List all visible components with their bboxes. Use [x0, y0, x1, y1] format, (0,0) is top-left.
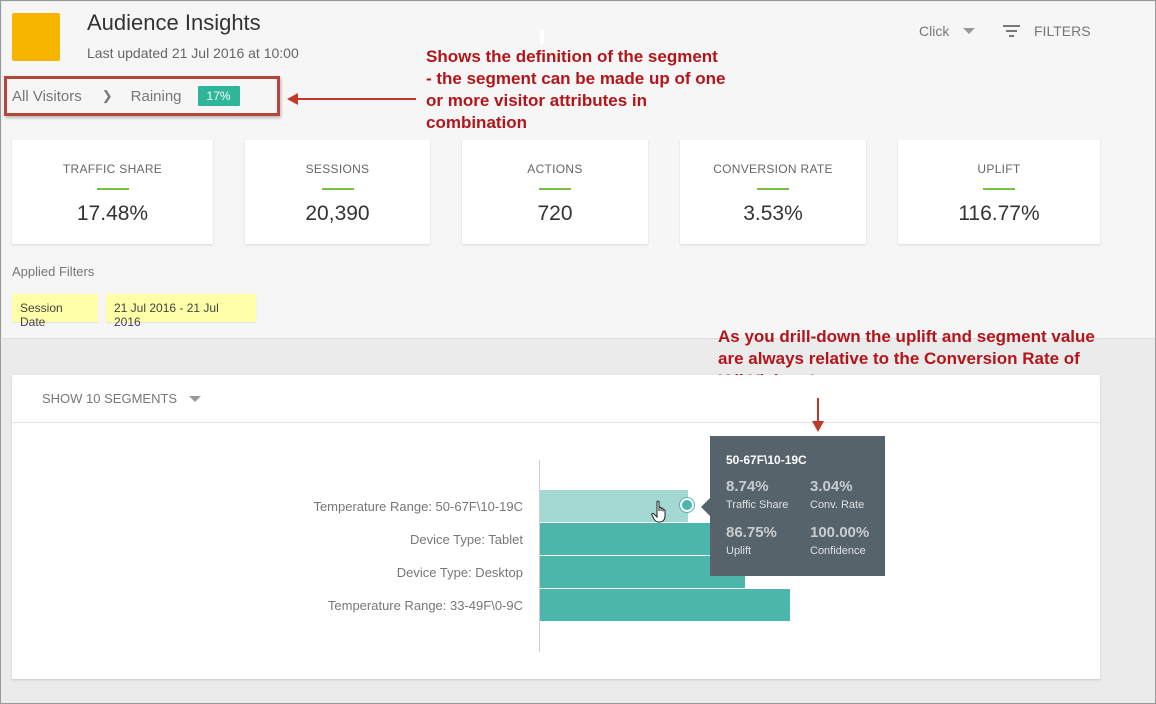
tooltip-label: Traffic Share: [726, 499, 789, 511]
kpi-underline: [321, 188, 354, 190]
segments-card: SHOW 10 SEGMENTS Temperature Range: 50-6…: [12, 375, 1100, 679]
chart-category-label: Device Type: Desktop: [396, 565, 523, 580]
show-segments-dropdown[interactable]: SHOW 10 SEGMENTS: [42, 391, 178, 406]
tooltip-label: Conv. Rate: [810, 499, 865, 511]
filters-button[interactable]: FILTERS: [1003, 23, 1091, 39]
filters-label: FILTERS: [1034, 23, 1091, 39]
kpi-traffic-share: TRAFFIC SHARE 17.48%: [12, 140, 213, 244]
chart-category-label: Temperature Range: 50-67F\10-19C: [313, 499, 523, 514]
kpi-value: 3.53%: [743, 202, 803, 225]
annotation-arrow-left-icon: [287, 93, 298, 105]
kpi-value: 116.77%: [958, 202, 1040, 225]
chevron-right-icon: ❯: [101, 88, 113, 103]
kpi-underline: [757, 188, 789, 190]
annotation-arrow-down-icon: [812, 421, 824, 432]
filter-chip-session-date[interactable]: Session Date: [12, 294, 98, 329]
kpi-label: CONVERSION RATE: [713, 162, 833, 176]
tooltip-title: 50-67F\10-19C: [726, 453, 807, 467]
kpi-sessions: SESSIONS 20,390: [245, 140, 430, 244]
tooltip-label: Confidence: [810, 545, 866, 557]
tooltip-value: 86.75%: [726, 524, 777, 541]
segment-share-badge: 17%: [197, 86, 240, 106]
tooltip-uplift: 86.75% Uplift: [726, 524, 806, 557]
kpi-actions: ACTIONS 720: [462, 140, 648, 244]
kpi-value: 720: [537, 202, 573, 225]
pause-icon-bar: [540, 30, 544, 44]
tooltip-label: Uplift: [726, 545, 752, 557]
breadcrumb-segment[interactable]: Raining: [130, 87, 182, 105]
metric-dropdown-value: Click: [919, 23, 950, 39]
breadcrumb: All Visitors ❯ Raining 17%: [4, 76, 280, 116]
applied-filters-label: Applied Filters: [12, 264, 95, 279]
pause-button[interactable]: [12, 13, 544, 61]
tooltip-confidence: 100.00% Confidence: [810, 524, 890, 557]
breadcrumb-root[interactable]: All Visitors: [12, 87, 82, 105]
kpi-label: SESSIONS: [305, 162, 370, 176]
segments-card-header: SHOW 10 SEGMENTS: [12, 375, 1100, 423]
hover-point-marker[interactable]: [680, 498, 694, 512]
tooltip-conv-rate: 3.04% Conv. Rate: [810, 478, 890, 511]
annotation-arrow-line: [290, 98, 416, 100]
hand-cursor-icon: [651, 500, 666, 523]
kpi-underline: [96, 188, 129, 190]
segment-tooltip: 50-67F\10-19C 8.74% Traffic Share 3.04% …: [701, 436, 885, 576]
kpi-underline: [539, 188, 571, 190]
tooltip-value: 100.00%: [810, 524, 870, 541]
chart-bar[interactable]: [540, 589, 790, 621]
kpi-value: 20,390: [305, 202, 370, 225]
kpi-conversion-rate: CONVERSION RATE 3.53%: [680, 140, 866, 244]
chart-category-label: Device Type: Tablet: [410, 532, 523, 547]
filter-icon: [1003, 25, 1020, 37]
kpi-underline: [983, 188, 1015, 190]
kpi-uplift: UPLIFT 116.77%: [898, 140, 1100, 244]
chart-axis-line: [539, 460, 540, 652]
chart-category-label: Temperature Range: 33-49F\0-9C: [327, 598, 523, 613]
filter-chip-date-range[interactable]: 21 Jul 2016 - 21 Jul 2016: [106, 294, 256, 329]
kpi-value: 17.48%: [76, 202, 149, 225]
page-title: Audience Insights: [87, 10, 261, 35]
last-updated: Last updated 21 Jul 2016 at 10:00: [87, 45, 299, 61]
chevron-down-icon[interactable]: [189, 395, 202, 402]
kpi-label: UPLIFT: [977, 162, 1021, 176]
tooltip-traffic-share: 8.74% Traffic Share: [726, 478, 806, 511]
tooltip-value: 8.74%: [726, 478, 769, 495]
annotation-segment-definition: Shows the definition of the segment - th…: [426, 47, 726, 132]
chevron-down-icon: [963, 28, 976, 34]
metric-dropdown[interactable]: Click: [919, 23, 976, 39]
annotation-arrow-line-vertical: [817, 398, 819, 423]
kpi-label: ACTIONS: [527, 162, 583, 176]
kpi-label: TRAFFIC SHARE: [62, 162, 163, 176]
tooltip-value: 3.04%: [810, 478, 853, 495]
